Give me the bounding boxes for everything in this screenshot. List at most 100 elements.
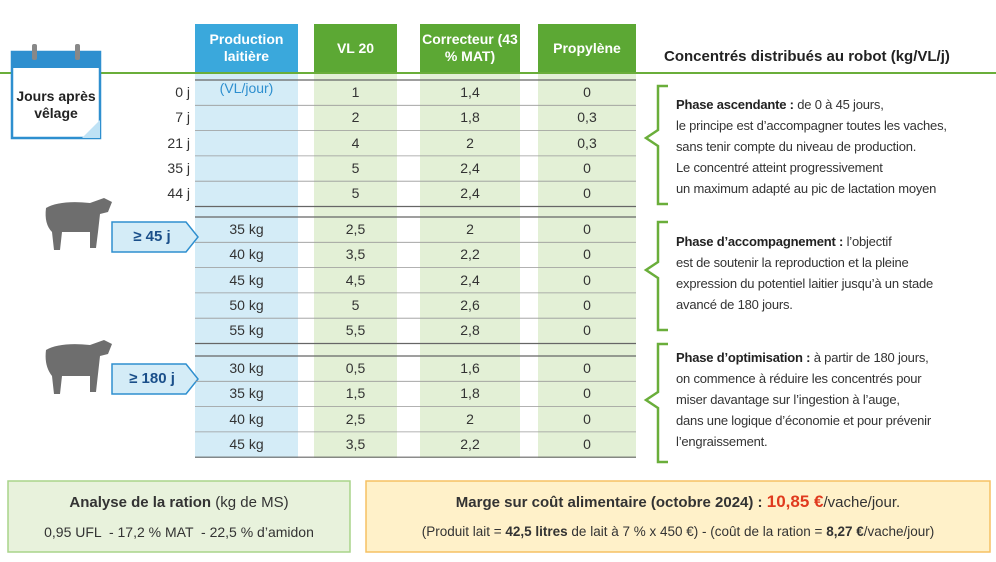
cell-propylene: 0 — [583, 360, 591, 376]
note-line: Phase ascendante : de 0 à 45 jours, — [676, 94, 947, 115]
analysis-box — [7, 480, 351, 553]
propylene-column — [538, 74, 636, 458]
cell-correcteur: 2,8 — [460, 322, 480, 339]
note-text: on commence à réduire les concentrés pou… — [676, 371, 922, 386]
calendar-icon — [10, 44, 102, 140]
note-title: Phase d’accompagnement : — [676, 234, 844, 249]
note-text: un maximum adapté au pic de lactation mo… — [676, 181, 937, 196]
phase-note: Phase ascendante : de 0 à 45 jours, le pr… — [676, 94, 947, 199]
note-line: on commence à réduire les concentrés pou… — [676, 368, 931, 389]
note-line: Phase d’accompagnement : l’objectif — [676, 231, 933, 252]
note-text: dans une logique d’économie et pour prév… — [676, 413, 931, 428]
day-label: 35 j — [167, 159, 190, 176]
analysis-unit: (kg de MS) — [215, 494, 289, 511]
cell-propylene: 0 — [583, 296, 591, 313]
margin-part: 8,27 € — [826, 524, 864, 539]
cell-correcteur: 1,4 — [460, 84, 480, 100]
phase-label: ≥ 180 j — [129, 370, 175, 387]
cell-propylene: 0 — [583, 84, 591, 100]
note-text: sans tenir compte du niveau de productio… — [676, 139, 917, 154]
cell-production: 30 kg — [229, 360, 264, 376]
cell-correcteur: 2 — [466, 134, 474, 151]
note-text: avancé de 180 jours. — [676, 297, 793, 312]
day-label: 21 j — [167, 134, 190, 151]
note-line: dans une logique d’économie et pour prév… — [676, 410, 931, 431]
margin-part: 42,5 litres — [505, 524, 568, 539]
cell-vl20: 2 — [351, 109, 360, 126]
note-line: expression du potentiel laitier jusqu’à … — [676, 273, 933, 294]
cell-vl20: 5 — [351, 159, 360, 176]
cell-production: 45 kg — [229, 435, 264, 452]
cell-correcteur: 2 — [466, 410, 474, 427]
cell-propylene: 0 — [583, 246, 591, 263]
cell-vl20: 2,5 — [345, 221, 366, 237]
note-text: expression du potentiel laitier jusqu’à … — [676, 276, 934, 291]
days-label: Jours après vêlage — [16, 88, 96, 121]
cell-correcteur: 2,2 — [460, 246, 480, 263]
cell-propylene: 0,3 — [577, 134, 597, 151]
day-label: 44 j — [167, 185, 190, 202]
margin-part: /vache/jour) — [863, 524, 935, 539]
note-title: Phase ascendante : — [676, 97, 794, 112]
cell-vl20: 5 — [351, 296, 360, 313]
phase-label: ≥ 45 j — [133, 228, 171, 245]
analysis-title: Analyse de la ration — [69, 494, 212, 511]
braces — [643, 84, 668, 464]
margin-part: de lait à 7 % x 450 €) - (coût de la rat… — [567, 524, 827, 539]
cell-vl20: 4 — [351, 134, 360, 151]
margin-title: Marge sur coût alimentaire (octobre 2024… — [455, 494, 763, 511]
cell-correcteur: 1,8 — [460, 385, 480, 402]
note-line: Le concentré atteint progressivement — [676, 157, 947, 178]
note-title: Phase d’optimisation : — [676, 350, 811, 365]
cell-vl20: 5,5 — [345, 322, 366, 339]
cell-production: 55 kg — [229, 322, 264, 339]
cell-correcteur: 1,8 — [460, 109, 480, 126]
header-correcteur: Correcteur (43 % MAT) — [420, 24, 520, 72]
margin-part: (Produit lait = — [421, 524, 506, 539]
cell-vl20: 1 — [351, 84, 360, 100]
cell-propylene: 0 — [583, 271, 591, 288]
cell-vl20: 3,5 — [345, 435, 366, 452]
note-text: Le concentré atteint progressivement — [676, 160, 883, 175]
note-text: le principe est d’accompagner toutes les… — [676, 118, 947, 133]
cell-vl20: 5 — [351, 185, 360, 202]
note-text: miser davantage sur l’ingestion à l’auge… — [676, 392, 900, 407]
cell-correcteur: 2,4 — [460, 271, 480, 288]
margin-unit: /vache/jour. — [823, 494, 901, 511]
cell-propylene: 0 — [583, 410, 591, 427]
cell-propylene: 0 — [583, 385, 591, 402]
note-line: est de soutenir la reproduction et la pl… — [676, 252, 933, 273]
note-text: à partir de 180 jours, — [813, 350, 929, 365]
cell-production: 45 kg — [229, 271, 264, 288]
note-line: avancé de 180 jours. — [676, 294, 933, 315]
cell-correcteur: 2,4 — [460, 185, 480, 202]
cell-vl20: 0,5 — [345, 360, 366, 376]
note-text: l’engraissement. — [676, 434, 768, 449]
cell-propylene: 0,3 — [577, 109, 597, 126]
header-production: Production laitière — [195, 24, 298, 72]
phase-arrows — [111, 221, 199, 395]
note-text: est de soutenir la reproduction et la pl… — [676, 255, 909, 270]
note-line: un maximum adapté au pic de lactation mo… — [676, 178, 947, 199]
cell-production: 35 kg — [229, 221, 264, 237]
note-line: Phase d’optimisation : à partir de 180 j… — [676, 347, 931, 368]
cell-correcteur: 2,6 — [460, 296, 480, 313]
day-label: 7 j — [175, 109, 190, 126]
header-propylene: Propylène — [538, 24, 636, 72]
margin-value: 10,85 € — [766, 492, 824, 511]
cell-production: 40 kg — [229, 410, 264, 427]
margin-box — [365, 480, 991, 553]
note-text: de 0 à 45 jours, — [797, 97, 884, 112]
phase-note: Phase d’accompagnement : l’objectif est d… — [676, 231, 933, 315]
cell-correcteur: 2,2 — [460, 435, 480, 452]
note-line: l’engraissement. — [676, 431, 931, 452]
vl20-column — [314, 74, 397, 458]
margin-heading: Marge sur coût alimentaire (octobre 2024… — [366, 492, 990, 512]
analysis-text: 0,95 UFL - 17,2 % MAT - 22,5 % d’amidon — [44, 524, 314, 540]
cell-vl20: 4,5 — [345, 271, 366, 288]
cell-propylene: 0 — [583, 322, 591, 339]
day-label: 0 j — [175, 84, 190, 100]
correcteur-column — [420, 74, 520, 458]
